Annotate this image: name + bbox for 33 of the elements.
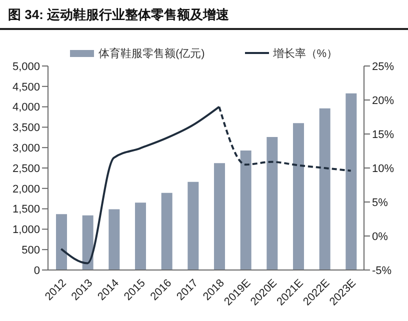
y-tick-label: 2,500 bbox=[12, 162, 40, 175]
y-tick-label: 2,000 bbox=[12, 183, 40, 196]
chart-title: 图 34: 运动鞋服行业整体零售额及增速 bbox=[0, 0, 408, 30]
bar bbox=[56, 214, 67, 270]
bar bbox=[266, 136, 278, 270]
y-tick-label: 5,000 bbox=[12, 60, 40, 73]
y2-tick-label: 15% bbox=[372, 128, 394, 141]
y2-tick-label: 5% bbox=[372, 196, 388, 209]
bar bbox=[293, 123, 304, 270]
bar bbox=[214, 163, 225, 270]
bar bbox=[319, 108, 330, 270]
y2-tick-label: 20% bbox=[372, 94, 394, 107]
bar bbox=[161, 192, 172, 270]
bar bbox=[346, 93, 357, 270]
y-tick-label: 4,000 bbox=[12, 102, 40, 114]
y-tick-label: 4,500 bbox=[12, 81, 40, 94]
y-tick-label: 1,000 bbox=[12, 224, 40, 236]
y-tick-label: 500 bbox=[22, 244, 40, 257]
y-tick-label: 3,500 bbox=[12, 122, 40, 134]
bar bbox=[135, 202, 146, 270]
bar bbox=[82, 215, 94, 270]
bar bbox=[240, 150, 252, 270]
y-tick-label: 1,500 bbox=[12, 204, 40, 216]
y2-tick-label: 10% bbox=[372, 162, 394, 175]
y2-tick-label: 0% bbox=[372, 230, 388, 243]
y-tick-label: 3,000 bbox=[12, 142, 40, 155]
bar bbox=[108, 209, 120, 270]
bar bbox=[188, 182, 199, 270]
legend-label: 体育鞋服零售额(亿元) bbox=[98, 46, 205, 60]
y2-tick-label: 25% bbox=[372, 60, 394, 73]
y2-tick-label: -5% bbox=[372, 264, 392, 277]
y-tick-label: 0 bbox=[34, 264, 40, 277]
legend-label: 增长率（%） bbox=[272, 46, 338, 60]
